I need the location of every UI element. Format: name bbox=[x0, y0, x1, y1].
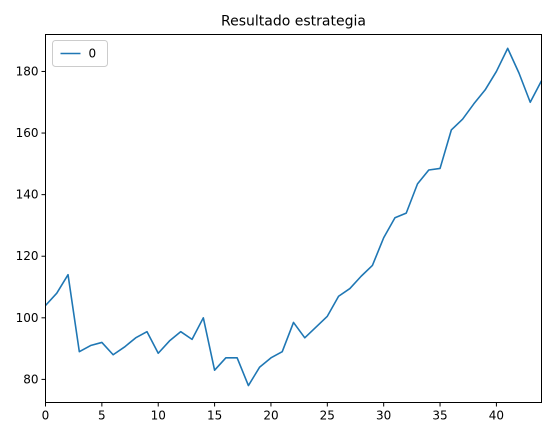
x-tick-label: 30 bbox=[376, 409, 391, 423]
y-tick-label: 120 bbox=[16, 249, 39, 263]
legend: 0 bbox=[52, 40, 108, 67]
x-axis: 0 5 10 15 20 25 30 35 40 bbox=[42, 402, 504, 423]
y-tick-label: 160 bbox=[16, 126, 39, 140]
legend-label: 0 bbox=[89, 47, 97, 61]
x-tick-label: 35 bbox=[432, 409, 447, 423]
y-tick-label: 100 bbox=[16, 311, 39, 325]
y-tick-label: 140 bbox=[16, 188, 39, 202]
x-tick-label: 25 bbox=[320, 409, 335, 423]
y-axis: 80 100 120 140 160 180 bbox=[16, 64, 46, 386]
y-tick-label: 80 bbox=[23, 372, 38, 386]
x-tick-label: 40 bbox=[489, 409, 504, 423]
x-tick-label: 20 bbox=[263, 409, 278, 423]
x-tick-label: 10 bbox=[151, 409, 166, 423]
y-tick-label: 180 bbox=[16, 64, 39, 78]
chart-title: Resultado estrategia bbox=[221, 14, 366, 30]
x-tick-label: 5 bbox=[98, 409, 106, 423]
series-line-0 bbox=[44, 47, 543, 387]
x-tick-label: 0 bbox=[42, 409, 50, 423]
x-tick-label: 15 bbox=[207, 409, 222, 423]
axes-frame bbox=[45, 34, 542, 403]
plot-area bbox=[44, 47, 543, 387]
